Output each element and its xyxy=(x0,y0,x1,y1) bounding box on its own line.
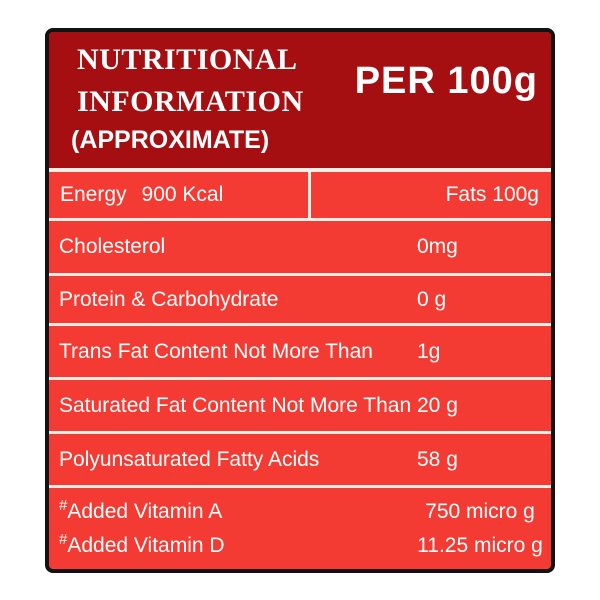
table-row-saturated-fat: Saturated Fat Content Not More Than 20 g xyxy=(49,377,551,431)
energy-cell: Energy 900 Kcal xyxy=(49,172,311,218)
row-value: 58 g xyxy=(417,447,458,471)
energy-value: 900 Kcal xyxy=(141,183,224,206)
vitamin-a-label: #Added Vitamin A xyxy=(59,496,223,523)
table-row-cholesterol: Cholesterol 0mg xyxy=(49,218,551,273)
row-label: Polyunsaturated Fatty Acids xyxy=(59,447,320,471)
header-title-line2: INFORMATION xyxy=(77,85,304,118)
vitamin-values: 750 micro g 11.25 micro g xyxy=(409,495,551,563)
row-label: Saturated Fat Content Not More Than xyxy=(59,393,412,417)
row-label: Cholesterol xyxy=(59,235,166,258)
hash-mark: # xyxy=(59,496,68,514)
vitamin-labels: #Added Vitamin A #Added Vitamin D xyxy=(59,495,409,563)
label-header: NUTRITIONAL INFORMATION (APPROXIMATE) PE… xyxy=(49,32,551,172)
vitamin-d-label: #Added Vitamin D xyxy=(59,530,225,557)
hash-mark: # xyxy=(59,530,68,548)
row-label: Protein & Carbohydrate xyxy=(59,287,279,311)
table-row-vitamins: #Added Vitamin A #Added Vitamin D 750 mi… xyxy=(49,485,551,569)
nutrition-label: NUTRITIONAL INFORMATION (APPROXIMATE) PE… xyxy=(45,28,555,573)
row-value: 1g xyxy=(417,339,441,363)
header-title-line1: NUTRITIONAL xyxy=(77,43,298,76)
per-100g-label: PER 100g xyxy=(354,60,538,102)
table-row-trans-fat: Trans Fat Content Not More Than 1g xyxy=(49,323,551,377)
row-label: Trans Fat Content Not More Than xyxy=(59,339,373,363)
table-row-protein-carbohydrate: Protein & Carbohydrate 0 g xyxy=(49,273,551,323)
energy-label: Energy xyxy=(60,183,127,206)
table-row-polyunsaturated: Polyunsaturated Fatty Acids 58 g xyxy=(49,431,551,485)
row-value: 0mg xyxy=(417,235,458,258)
fats-cell: Fats 100g xyxy=(445,183,539,206)
vitamin-d-value: 11.25 micro g xyxy=(417,533,543,557)
vitamin-a-value: 750 micro g xyxy=(425,499,535,523)
header-title-line3: (APPROXIMATE) xyxy=(71,126,270,154)
table-row-energy-fats: Energy 900 Kcal Fats 100g xyxy=(49,172,551,218)
row-value: 0 g xyxy=(417,287,447,311)
row-value: 20 g xyxy=(417,393,458,417)
